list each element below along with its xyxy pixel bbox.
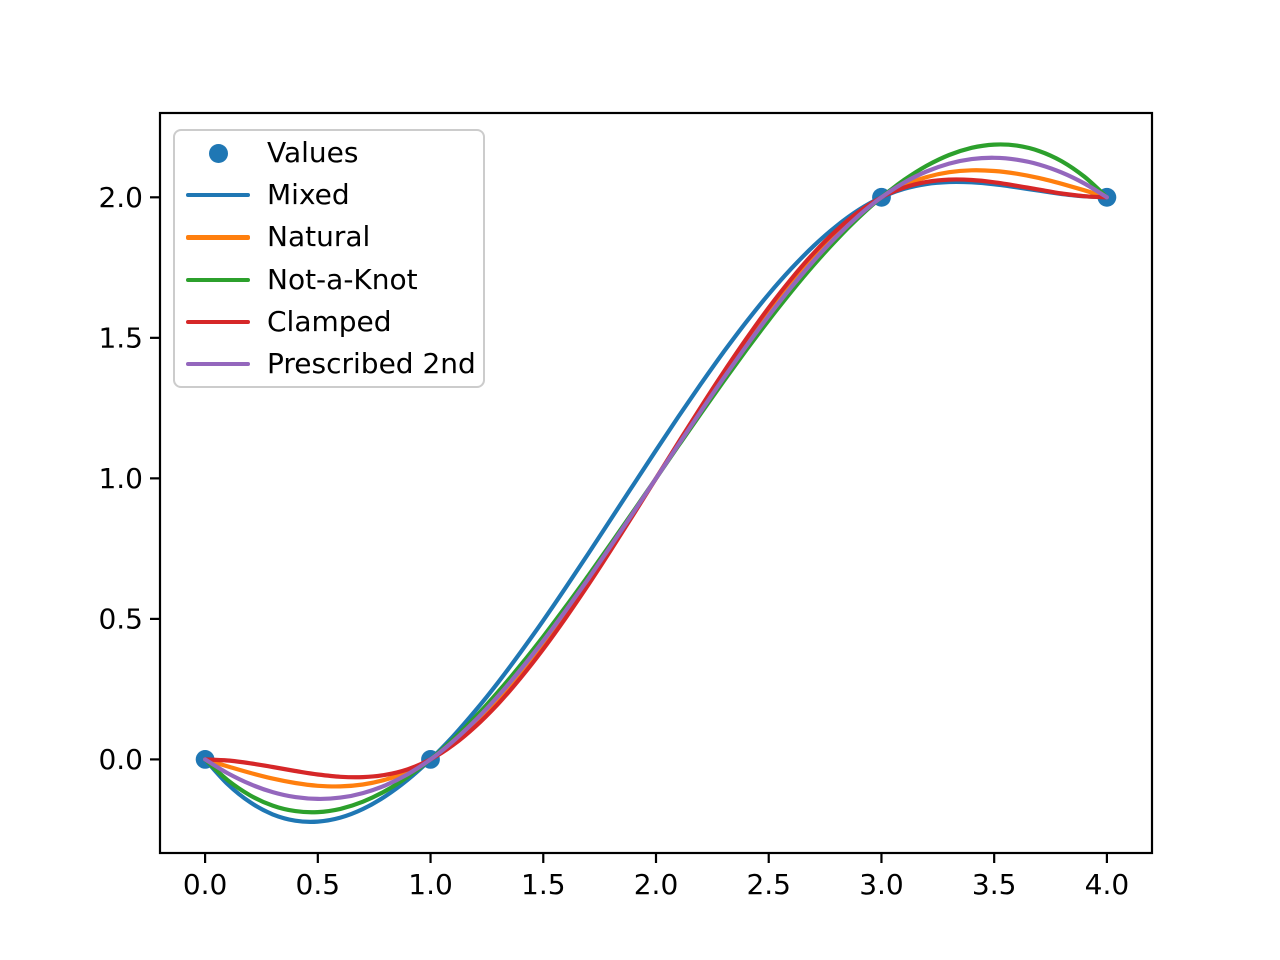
series-line-mixed — [203, 179, 1109, 824]
legend-item-prescribed-2nd: Prescribed 2nd — [175, 343, 483, 385]
legend-item-natural: Natural — [175, 216, 483, 258]
not-a-knot-line-icon — [186, 277, 250, 282]
y-tick-label: 2.0 — [98, 181, 143, 214]
x-tick-label: 0.5 — [296, 868, 341, 901]
x-tick-label: 4.0 — [1085, 868, 1130, 901]
y-tick-label: 0.5 — [98, 602, 143, 635]
legend-item-values: Values — [175, 132, 483, 174]
legend-sample — [186, 143, 250, 163]
x-tick-label: 1.5 — [521, 868, 566, 901]
legend-item-clamped: Clamped — [175, 301, 483, 343]
values-marker-icon — [208, 143, 228, 163]
x-tick-label: 1.0 — [408, 868, 453, 901]
legend-item-not-a-knot: Not-a-Knot — [175, 259, 483, 301]
natural-line-icon — [186, 235, 250, 240]
prescribed-2nd-line-icon — [186, 361, 250, 367]
legend-sample — [186, 361, 250, 367]
legend-label-mixed: Mixed — [267, 178, 350, 212]
legend-label-prescribed-2nd: Prescribed 2nd — [267, 346, 476, 380]
legend-label-not-a-knot: Not-a-Knot — [267, 262, 418, 296]
legend-sample — [186, 277, 250, 282]
x-tick-label: 2.5 — [746, 868, 791, 901]
y-tick-label: 1.5 — [98, 321, 143, 354]
x-tick-label: 3.0 — [859, 868, 904, 901]
mixed-line-icon — [186, 193, 250, 198]
legend-label-values: Values — [267, 136, 359, 170]
legend-label-natural: Natural — [267, 220, 371, 254]
legend-sample — [186, 193, 250, 198]
x-tick-label: 3.5 — [972, 868, 1017, 901]
x-tick-label: 0.0 — [183, 868, 228, 901]
legend: Values Mixed Natural Not-a-Knot Clamped — [173, 129, 485, 388]
x-tick-label: 2.0 — [634, 868, 679, 901]
clamped-line-icon — [186, 319, 250, 324]
legend-sample — [186, 235, 250, 240]
y-tick-label: 0.0 — [98, 743, 143, 776]
series-line-prescribed-2nd — [203, 155, 1109, 802]
legend-label-clamped: Clamped — [267, 304, 392, 338]
y-tick-label: 1.0 — [98, 462, 143, 495]
legend-sample — [186, 319, 250, 324]
legend-item-mixed: Mixed — [175, 174, 483, 216]
